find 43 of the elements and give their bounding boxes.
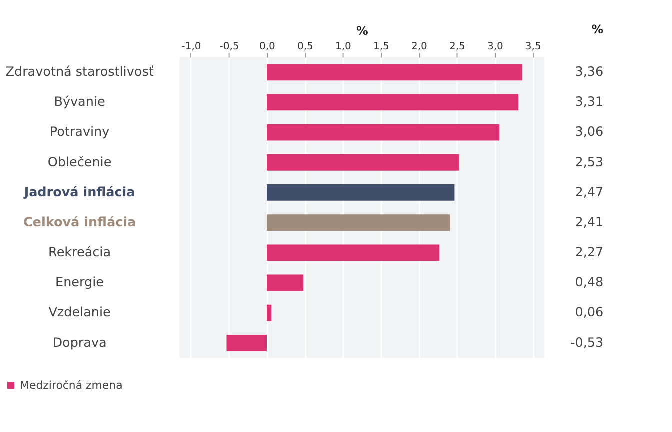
x-axis-title: % [356,24,369,38]
bar [267,214,450,232]
y-tick-label: Celková inflácia [23,215,136,230]
y-tick-label: Vzdelanie [48,306,112,321]
x-tick-label: 3,5 [525,42,542,53]
y-tick-label: Oblečenie [48,155,112,170]
bar [267,94,519,111]
bar [267,304,272,322]
data-label: 3,31 [575,95,604,110]
x-tick-label: 1,5 [373,42,390,53]
data-label: -0,53 [570,336,604,351]
y-tick-label: Zdravotná starostlivosť [6,65,154,80]
data-label: 2,41 [575,215,604,230]
bar [267,244,440,262]
bar [267,274,304,292]
y-tick-label: Energie [56,276,104,291]
bar [267,184,455,201]
x-tick-label: 0,0 [259,42,276,53]
data-label: 0,48 [575,276,604,291]
data-label: 2,47 [575,185,604,200]
x-tick-label: 2,5 [449,42,466,53]
bar [267,124,500,141]
bar [267,64,522,81]
x-tick-label: -1,0 [182,42,202,53]
data-label: 3,36 [575,65,604,80]
bar [267,154,460,171]
y-tick-label: Potraviny [50,125,110,140]
bar [226,334,268,352]
data-label: 0,06 [575,306,604,321]
x-tick-label: 2,0 [411,42,428,53]
data-label: 2,27 [575,246,604,261]
data-label: 2,53 [575,155,604,170]
y-tick-label: Jadrová inflácia [23,185,136,200]
data-label: 3,06 [575,125,604,140]
x-tick-label: 0,5 [297,42,314,53]
y-tick-label: Doprava [52,336,107,351]
x-tick-label: 3,0 [487,42,504,53]
y-tick-label: Rekreácia [48,246,112,261]
y-tick-label: Bývanie [54,95,106,110]
x-tick-label: 1,0 [335,42,352,53]
x-tick-label: -0,5 [220,42,240,53]
legend-label: Medziročná zmena [20,379,123,392]
text: % [592,22,604,37]
